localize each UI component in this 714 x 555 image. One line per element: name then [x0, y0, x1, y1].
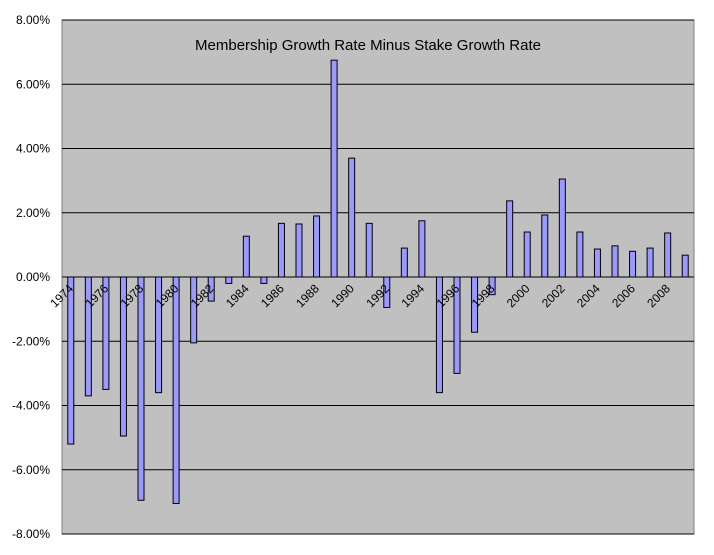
- bar-1983: [225, 276, 233, 284]
- bar-1993: [400, 247, 408, 278]
- y-tick-label: 4.00%: [16, 142, 50, 156]
- bar-1999: [506, 200, 514, 278]
- y-tick-label: 6.00%: [16, 77, 50, 91]
- y-tick-label: 0.00%: [16, 270, 50, 284]
- bar-1981: [190, 276, 198, 344]
- chart-title: Membership Growth Rate Minus Stake Growt…: [195, 37, 541, 54]
- bar-1989: [330, 59, 338, 278]
- bar-1990: [348, 157, 356, 278]
- bar-2006: [629, 250, 637, 278]
- bar-2000: [523, 231, 531, 278]
- y-tick-label: -6.00%: [12, 463, 50, 477]
- bar-2002: [558, 178, 566, 278]
- y-tick-label: -8.00%: [12, 527, 50, 541]
- gridlines: [62, 19, 694, 535]
- y-axis-tick-labels: 8.00% 6.00% 4.00% 2.00% 0.00% -2.00% -4.00% -6.…: [12, 13, 50, 541]
- bar-1985: [260, 276, 268, 284]
- bar-1987: [295, 223, 303, 278]
- bar-2004: [593, 248, 601, 278]
- bar-1978: [137, 276, 145, 501]
- bar-1980: [172, 276, 180, 504]
- y-tick-label: 2.00%: [16, 206, 50, 220]
- y-tick-label: 8.00%: [16, 13, 50, 27]
- y-tick-label: -4.00%: [12, 399, 50, 413]
- bar-1994: [418, 220, 426, 278]
- bar-2009: [681, 254, 689, 278]
- y-tick-label: -2.00%: [12, 334, 50, 348]
- bar-2003: [576, 231, 584, 278]
- bar-1984: [242, 235, 250, 278]
- bar-1986: [277, 222, 285, 278]
- bar-2005: [611, 245, 619, 278]
- bar-1991: [365, 222, 373, 278]
- bar-2008: [664, 232, 672, 278]
- bar-1974: [67, 276, 75, 445]
- bar-2007: [646, 247, 654, 278]
- bar-2001: [541, 214, 549, 278]
- bar-1988: [313, 215, 321, 278]
